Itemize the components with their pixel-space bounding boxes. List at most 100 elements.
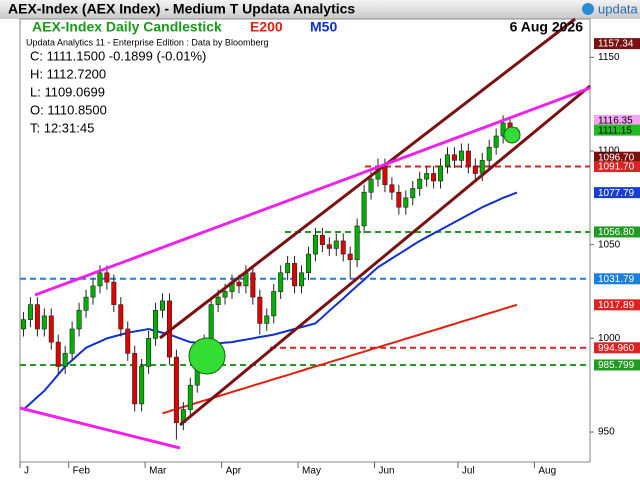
price-tag bbox=[594, 151, 640, 163]
candle-body bbox=[118, 304, 124, 330]
candle-body bbox=[465, 150, 471, 167]
candle-body bbox=[160, 300, 166, 311]
source: Updata Analytics 11 - Enterprise Edition… bbox=[26, 37, 268, 47]
chart-layer bbox=[19, 56, 594, 468]
candle-body bbox=[312, 235, 318, 255]
candle-body bbox=[403, 197, 409, 208]
candle-body bbox=[438, 165, 444, 182]
candle-body bbox=[326, 244, 332, 249]
price-tag-label: 1017.89 bbox=[598, 300, 635, 311]
candle-body bbox=[27, 304, 33, 320]
candle-body bbox=[278, 272, 284, 292]
candle-body bbox=[34, 304, 40, 330]
y-tick-label: 1000 bbox=[598, 333, 621, 344]
brand: updata bbox=[598, 1, 639, 16]
channel-upper bbox=[159, 17, 576, 340]
marker-circle bbox=[188, 337, 226, 375]
candle-body bbox=[451, 154, 457, 161]
candle-body bbox=[340, 240, 346, 255]
candle-body bbox=[500, 122, 506, 137]
candle-body bbox=[90, 285, 96, 298]
candle-body bbox=[292, 263, 298, 287]
y-tick-label: 1100 bbox=[598, 146, 620, 157]
price-tag bbox=[594, 299, 640, 311]
candle-body bbox=[424, 173, 430, 180]
support-line bbox=[19, 406, 181, 450]
channel-lower bbox=[179, 84, 591, 427]
y-tick-label: 950 bbox=[598, 427, 615, 438]
moving-average bbox=[162, 303, 518, 415]
y-tick-label: 1150 bbox=[598, 52, 620, 63]
price-tag-label: 1111.15 bbox=[598, 125, 632, 136]
x-tick-label: May bbox=[302, 466, 321, 477]
candle-body bbox=[458, 150, 464, 161]
candle-body bbox=[48, 315, 54, 343]
candle-body bbox=[69, 328, 75, 354]
candle-body bbox=[257, 296, 263, 324]
candle-body bbox=[41, 315, 47, 330]
candle-body bbox=[104, 272, 110, 283]
info-line: H: 1112.7200 bbox=[30, 66, 106, 81]
candle-body bbox=[264, 315, 270, 324]
candle-body bbox=[417, 178, 423, 189]
candle-body bbox=[187, 384, 193, 410]
price-tag bbox=[594, 114, 640, 126]
price-tag-label: 994.960 bbox=[598, 343, 635, 354]
candle-body bbox=[382, 165, 388, 186]
moving-average bbox=[22, 191, 518, 411]
window-title: AEX-Index (AEX Index) - Medium T Updata … bbox=[8, 1, 355, 17]
logo-icon bbox=[582, 3, 594, 15]
candle-body bbox=[62, 353, 68, 367]
candle-body bbox=[139, 366, 145, 405]
series-label: AEX-Index Daily Candlestick bbox=[32, 19, 222, 35]
price-tag bbox=[594, 342, 640, 354]
candle-body bbox=[396, 191, 402, 208]
x-tick-label: J bbox=[24, 466, 29, 477]
info-box: C: 1111.1500 -0.1899 (-0.01%) H: 1112.72… bbox=[30, 48, 206, 135]
y-tick-label: 1050 bbox=[598, 239, 621, 250]
price-tag bbox=[594, 161, 640, 173]
candle-body bbox=[146, 338, 152, 367]
x-tick-label: Jun bbox=[379, 466, 395, 477]
price-tag bbox=[594, 38, 640, 50]
price-tag-label: 1031.79 bbox=[598, 274, 635, 285]
price-tag-label: 1096.70 bbox=[598, 152, 635, 163]
candle-body bbox=[354, 225, 360, 260]
plot-area bbox=[19, 18, 591, 463]
candle-body bbox=[493, 135, 499, 148]
candle-body bbox=[250, 272, 256, 298]
candle-body bbox=[285, 263, 291, 274]
candle-body bbox=[153, 309, 159, 339]
x-tick-label: Feb bbox=[73, 466, 91, 477]
legend-e200: E200 bbox=[250, 19, 283, 35]
x-tick-label: Aug bbox=[538, 466, 556, 477]
candle-body bbox=[76, 309, 82, 330]
candle-body bbox=[97, 272, 103, 287]
x-tick-label: Apr bbox=[226, 466, 242, 477]
x-tick-label: Jul bbox=[462, 466, 475, 477]
candle-body bbox=[444, 154, 450, 167]
price-tag-label: 1157.34 bbox=[598, 39, 634, 50]
candle-body bbox=[83, 296, 89, 311]
candle-body bbox=[208, 304, 214, 343]
price-tag-label: 1116.35 bbox=[598, 116, 633, 127]
info-line: C: 1111.1500 -0.1899 (-0.01%) bbox=[30, 48, 206, 63]
candle-body bbox=[319, 235, 325, 245]
candle-body bbox=[236, 281, 242, 287]
candle-body bbox=[132, 353, 138, 405]
candle-body bbox=[472, 165, 478, 174]
price-tag bbox=[594, 273, 640, 285]
info-line: T: 12:31:45 bbox=[30, 120, 94, 135]
candle-body bbox=[431, 173, 437, 182]
candle-body bbox=[55, 341, 61, 367]
price-tag bbox=[594, 187, 640, 199]
price-tag bbox=[594, 124, 640, 136]
candle-body bbox=[389, 184, 395, 193]
candle-body bbox=[125, 328, 131, 354]
candle-body bbox=[368, 178, 374, 193]
price-tag bbox=[594, 359, 640, 371]
candle-body bbox=[271, 291, 277, 317]
price-tag-label: 1077.79 bbox=[598, 188, 635, 199]
